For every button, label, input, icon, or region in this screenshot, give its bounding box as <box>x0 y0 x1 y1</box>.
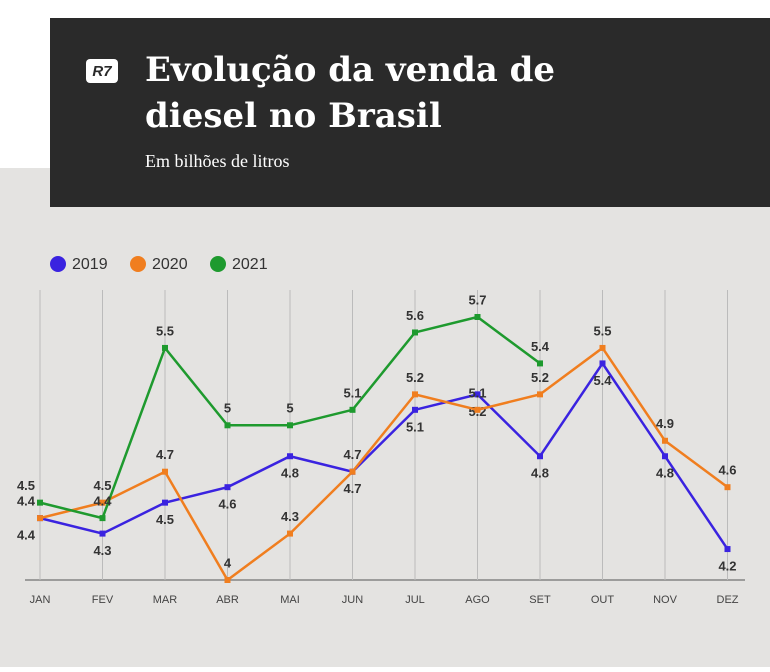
point <box>99 530 106 537</box>
data-label: 5.4 <box>593 373 612 388</box>
point <box>99 499 106 506</box>
data-label: 4.4 <box>17 528 36 543</box>
data-label: 5.4 <box>531 339 550 354</box>
data-label: 4.7 <box>343 447 361 462</box>
point <box>287 453 293 460</box>
point <box>37 515 43 522</box>
legend-label: 2021 <box>232 256 268 273</box>
point <box>474 391 481 398</box>
x-tick-label: OUT <box>591 594 615 606</box>
point <box>724 546 731 553</box>
point <box>224 577 231 583</box>
legend-dot <box>210 256 226 272</box>
chart-title: Evolução da venda de diesel no Brasil <box>145 50 555 136</box>
point <box>474 314 481 320</box>
data-label: 4.3 <box>93 543 111 558</box>
point <box>224 422 231 429</box>
x-tick-label: JUN <box>342 594 363 606</box>
data-label: 5 <box>286 401 293 416</box>
point <box>537 391 543 398</box>
data-label: 4.8 <box>656 466 674 481</box>
point <box>287 422 293 429</box>
data-label: 4.5 <box>93 478 111 493</box>
data-label: 5.2 <box>406 370 424 385</box>
x-tick-label: SET <box>529 594 551 606</box>
point <box>412 391 418 398</box>
data-label: 5.1 <box>343 385 361 400</box>
x-tick-label: DEZ <box>717 594 739 606</box>
x-tick-label: AGO <box>465 594 490 606</box>
legend-dot <box>130 256 146 272</box>
data-label: 5.5 <box>593 323 611 338</box>
point <box>162 344 168 351</box>
data-label: 4.4 <box>93 494 112 509</box>
x-tick-label: JUL <box>405 594 425 606</box>
point <box>287 530 293 537</box>
point <box>724 484 731 491</box>
data-label: 5.2 <box>531 370 549 385</box>
logo-box <box>86 59 118 83</box>
data-label: 4.5 <box>156 512 174 527</box>
data-label: 4.8 <box>531 466 549 481</box>
data-label: 4.5 <box>17 478 35 493</box>
data-label: 4 <box>224 555 232 570</box>
point <box>412 406 418 413</box>
x-tick-label: ABR <box>216 594 239 606</box>
data-label: 4.7 <box>343 481 361 496</box>
point <box>99 515 106 522</box>
data-label: 4.9 <box>656 416 674 431</box>
x-tick-label: FEV <box>92 594 114 606</box>
data-label: 4.6 <box>218 497 236 512</box>
point <box>599 344 606 351</box>
series-line <box>39 346 729 582</box>
data-label: 4.8 <box>281 466 299 481</box>
series-line <box>39 361 729 550</box>
point <box>474 406 481 413</box>
point <box>162 468 168 475</box>
point <box>537 453 543 460</box>
data-label: 4.4 <box>17 494 36 509</box>
point <box>412 329 418 336</box>
legend-dot <box>50 256 66 272</box>
point <box>537 360 543 367</box>
x-tick-label: MAI <box>280 594 300 606</box>
x-tick-label: JAN <box>30 594 51 606</box>
data-label: 5.1 <box>406 419 424 434</box>
data-label: 4.7 <box>156 447 174 462</box>
point <box>662 437 668 444</box>
point <box>599 360 606 367</box>
data-label: 5.5 <box>156 323 174 338</box>
header-box <box>50 18 770 207</box>
point <box>162 499 168 506</box>
background <box>0 168 770 667</box>
data-label: 5.1 <box>468 385 486 400</box>
data-label: 5 <box>224 401 231 416</box>
data-label: 4.3 <box>281 509 299 524</box>
chart-subtitle: Em bilhões de litros <box>145 151 289 171</box>
data-label: 4.6 <box>718 463 736 478</box>
x-tick-label: NOV <box>653 594 678 606</box>
point <box>349 468 356 475</box>
logo: R7 <box>92 63 112 80</box>
legend-label: 2020 <box>152 256 188 273</box>
legend-label: 2019 <box>72 256 108 273</box>
data-label: 4.2 <box>718 558 736 573</box>
point <box>349 406 356 413</box>
data-label: 5.7 <box>468 292 486 307</box>
data-label: 5.6 <box>406 308 424 323</box>
point <box>662 453 668 460</box>
point <box>37 499 43 506</box>
point <box>224 484 231 491</box>
x-tick-label: MAR <box>153 594 178 606</box>
